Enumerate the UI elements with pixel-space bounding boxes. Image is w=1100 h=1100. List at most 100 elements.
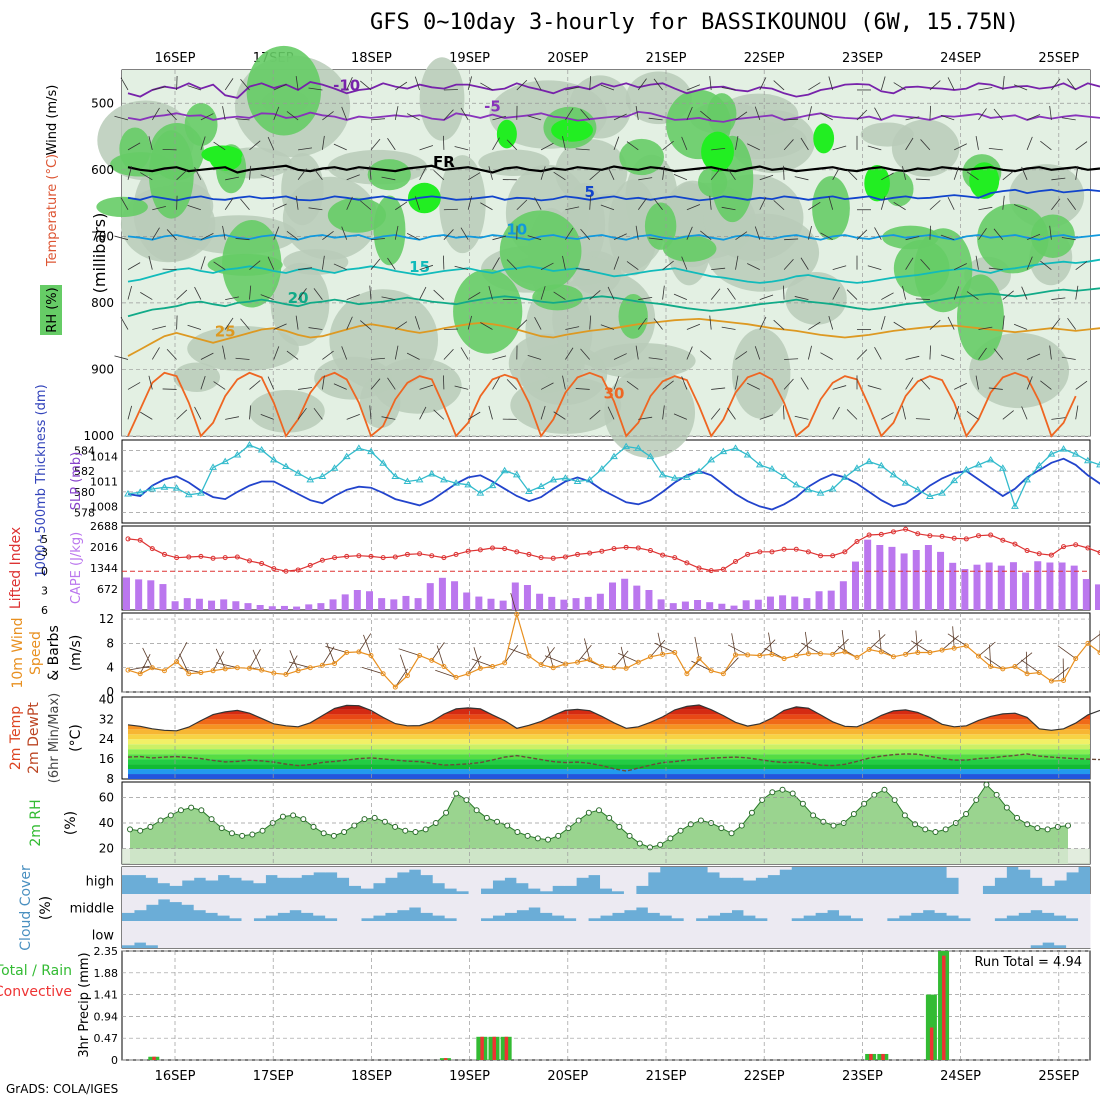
- date-label-top: 22SEP: [744, 51, 785, 66]
- wind-marker: [465, 671, 471, 677]
- wind-barb: [1061, 356, 1076, 360]
- wind-marker: [380, 671, 386, 677]
- wind-barb: [346, 174, 360, 181]
- wind-barb: [880, 315, 886, 330]
- wind-barb: [187, 205, 202, 211]
- slp-marker: [816, 489, 825, 496]
- li-marker: [526, 551, 532, 557]
- wind-barb: [828, 76, 834, 91]
- cloud-clear-high: [1018, 867, 1031, 870]
- cloud-clear-low: [874, 921, 888, 948]
- rh-marker: [1014, 814, 1021, 821]
- cloud-clear-high: [1042, 867, 1055, 886]
- wind-barb: [954, 382, 967, 390]
- wind-barb: [370, 357, 385, 360]
- cape-bar: [280, 605, 288, 610]
- wind-marker: [186, 671, 192, 677]
- cloud-clear-high: [361, 867, 374, 889]
- wind-barb: [360, 80, 372, 91]
- cloud-clear-high: [779, 867, 792, 870]
- rh-marker: [738, 822, 745, 829]
- wind-legend-label: Wind (m/s): [45, 85, 60, 156]
- wind-barb: [953, 286, 960, 300]
- cloud-clear-low: [528, 921, 541, 948]
- wind-barb: [808, 345, 812, 360]
- slp-marker: [670, 474, 679, 481]
- li-marker: [842, 549, 848, 555]
- slp-marker: [549, 475, 558, 483]
- wind-barb: [929, 345, 932, 360]
- temp-band: [128, 749, 1090, 755]
- slp-marker: [707, 455, 716, 463]
- cloud-clear-middle: [277, 894, 290, 913]
- cape-bar: [208, 600, 216, 610]
- li-marker: [1000, 537, 1006, 543]
- cloud-clear-middle: [779, 894, 792, 921]
- wind-barb: [341, 106, 348, 121]
- wind-barb: [443, 109, 454, 121]
- wind-barb: [346, 413, 360, 420]
- wind-barb: [341, 226, 348, 240]
- wind-barb: [721, 206, 736, 211]
- rh-marker: [1024, 821, 1031, 828]
- wind-barb: [881, 292, 894, 300]
- wind-barb: [589, 290, 601, 300]
- slp-marker: [464, 480, 473, 488]
- slp-marker: [269, 455, 278, 463]
- li-marker: [562, 554, 568, 560]
- li-marker: [307, 562, 313, 568]
- wind-marker: [161, 668, 167, 674]
- cloud-clear-middle: [982, 894, 995, 921]
- wind-barb: [856, 349, 868, 360]
- cloud-clear-low: [719, 921, 732, 948]
- wind-marker: [854, 654, 860, 660]
- rh-marker: [463, 796, 470, 803]
- cloud-clear-low: [396, 921, 410, 948]
- isotherm-line: [127, 164, 1100, 174]
- cloud-clear-low: [444, 921, 458, 948]
- wind-barb: [488, 166, 493, 180]
- isotherm-label: -10: [333, 76, 360, 94]
- precip-convective-bar: [869, 1053, 873, 1060]
- wind-barb: [127, 285, 133, 300]
- cloud-clear-middle: [815, 894, 828, 913]
- cloud-clear-low: [337, 921, 350, 948]
- wind-barb: [333, 143, 347, 151]
- wind-barb: [534, 316, 542, 330]
- wind-barb: [260, 174, 274, 181]
- wind-barb: [213, 141, 226, 151]
- cloud-clear-middle: [791, 894, 804, 919]
- wind-barb: [709, 315, 712, 330]
- wind-barb: [215, 662, 238, 669]
- temp-band: [128, 754, 1090, 760]
- wind-barb: [993, 348, 1004, 360]
- wind-barb: [435, 669, 457, 678]
- rh-marker: [279, 813, 286, 820]
- wind-barb: [547, 646, 554, 668]
- wind-marker: [805, 651, 811, 657]
- wind-barb: [288, 661, 311, 669]
- wind-marker: [538, 662, 544, 668]
- wind-barb: [808, 106, 812, 120]
- wind-barb: [575, 148, 590, 151]
- wind-barb: [929, 319, 941, 330]
- wind-barb: [954, 263, 967, 270]
- wind-barb: [151, 107, 160, 121]
- rh-contour-fill: [785, 271, 847, 325]
- wind-barb: [286, 350, 299, 360]
- wind-barb: [754, 226, 761, 240]
- wind-marker: [210, 668, 216, 674]
- wind-marker: [283, 671, 289, 677]
- wind-marker: [745, 652, 751, 658]
- li-marker: [404, 551, 410, 557]
- rh-marker: [942, 826, 949, 833]
- wind-marker: [271, 670, 277, 676]
- wind-barb: [723, 657, 739, 675]
- cloud-clear-low: [1042, 921, 1055, 943]
- wind-marker: [1012, 663, 1018, 669]
- rh-marker: [290, 812, 297, 819]
- wind-barb: [120, 77, 129, 91]
- temp-band: [128, 769, 1090, 775]
- cloud-clear-high: [217, 867, 231, 876]
- rh-marker: [300, 816, 307, 823]
